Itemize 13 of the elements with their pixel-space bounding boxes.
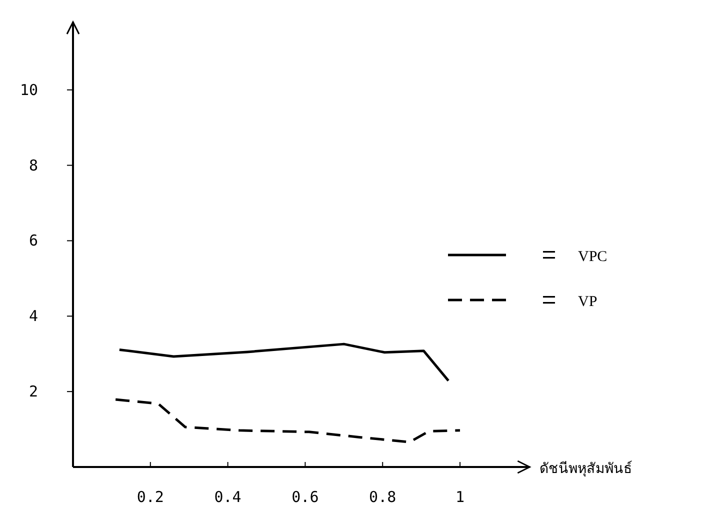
y-tick-label: 2 [28, 382, 38, 401]
x-tick-label: 0.6 [292, 488, 319, 506]
legend-label: VPC [578, 249, 608, 265]
legend-label: VP [578, 294, 598, 310]
y-tick-label: 6 [28, 232, 38, 250]
x-axis-title: ดัชนีพหุสัมพันธ์ [540, 460, 633, 477]
y-tick-label: 10 [20, 80, 38, 99]
x-tick-label: 0.8 [369, 488, 396, 506]
y-tick-label: 4 [28, 307, 38, 326]
x-tick-label: 1 [455, 488, 465, 506]
x-tick-label: 0.2 [136, 488, 164, 506]
y-tick-label: 8 [28, 156, 38, 174]
x-tick-label: 0.4 [214, 488, 242, 506]
